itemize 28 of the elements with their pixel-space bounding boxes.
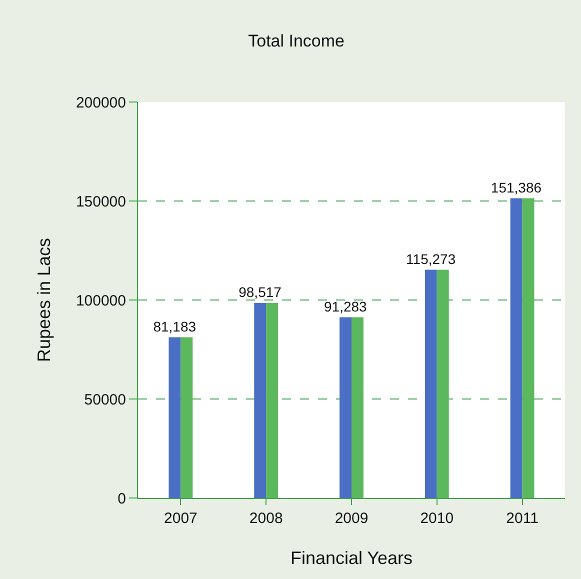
bar bbox=[510, 198, 522, 498]
y-tick-label: 50000 bbox=[84, 391, 126, 408]
data-label: 115,273 bbox=[406, 250, 456, 267]
y-tick-label: 0 bbox=[118, 490, 126, 508]
x-tick-label: 2011 bbox=[506, 510, 538, 527]
x-tick-label: 2010 bbox=[420, 510, 454, 527]
bar bbox=[340, 317, 352, 498]
x-tick-label: 2009 bbox=[334, 510, 368, 527]
bar bbox=[254, 302, 266, 498]
x-tick-label: 2007 bbox=[164, 510, 198, 527]
data-label: 91,283 bbox=[324, 298, 368, 314]
bar bbox=[424, 270, 437, 498]
chart-title: Total Income bbox=[248, 31, 345, 50]
data-label: 81,183 bbox=[153, 318, 196, 334]
bar bbox=[352, 317, 364, 498]
x-axis-title: Financial Years bbox=[290, 548, 413, 568]
y-tick-label: 100000 bbox=[76, 292, 126, 310]
bar bbox=[522, 198, 534, 498]
x-tick-label: 2008 bbox=[249, 510, 283, 527]
y-tick-label: 200000 bbox=[76, 94, 126, 112]
y-tick-label: 150000 bbox=[76, 193, 126, 210]
y-axis-title: Rupees in Lacs bbox=[34, 238, 54, 362]
data-label: 98,517 bbox=[238, 284, 282, 300]
data-label: 151,386 bbox=[490, 179, 542, 196]
bar bbox=[168, 337, 181, 498]
bar bbox=[266, 302, 278, 498]
bar bbox=[436, 270, 449, 498]
bar bbox=[180, 337, 193, 498]
